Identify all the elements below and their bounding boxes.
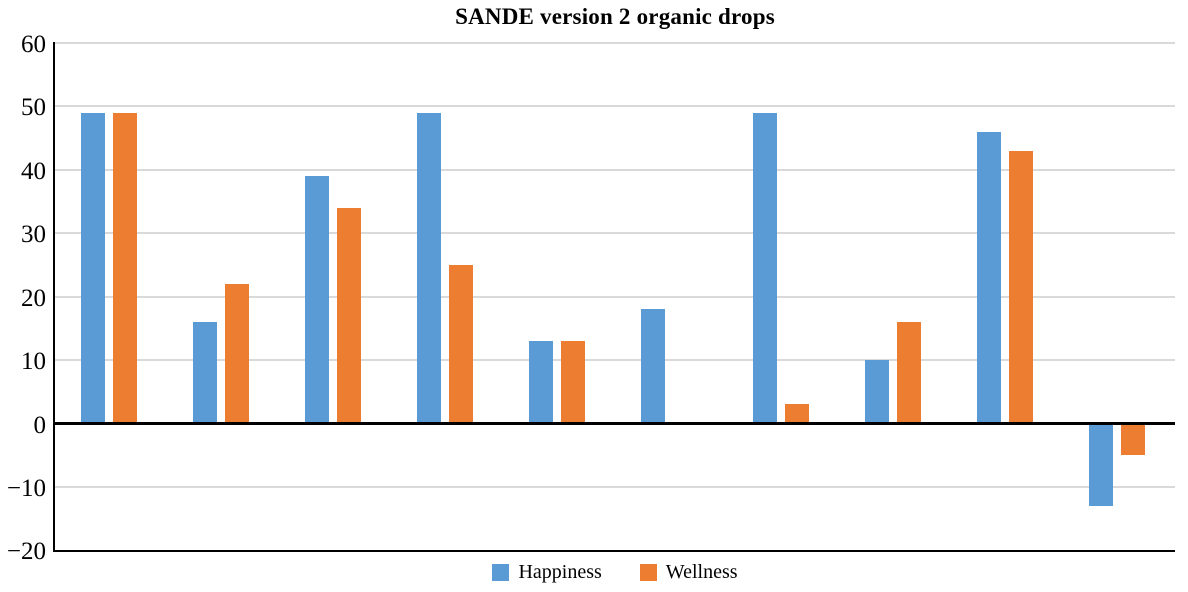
- bar-wellness-group2: [225, 283, 249, 424]
- bar-happiness-group3: [305, 176, 329, 424]
- bar-wellness-group10: [1121, 423, 1145, 456]
- bar-happiness-group2: [193, 322, 217, 424]
- bar-wellness-group1: [113, 112, 137, 424]
- bar-wellness-group7: [785, 404, 809, 424]
- y-tick-label: 30: [21, 221, 46, 249]
- bar-happiness-group5: [529, 341, 553, 424]
- legend: Happiness Wellness: [55, 561, 1175, 584]
- bar-happiness-group4: [417, 112, 441, 424]
- y-tick-label: 40: [21, 157, 46, 185]
- bar-happiness-group7: [753, 112, 777, 424]
- bar-wellness-group9: [1009, 150, 1033, 424]
- y-tick-label: 0: [33, 411, 47, 439]
- y-tick-label: 20: [21, 284, 46, 312]
- bar-happiness-group1: [81, 112, 105, 424]
- bar-wellness-group8: [897, 322, 921, 424]
- bar-happiness-group10: [1089, 423, 1113, 506]
- y-tick-label: −20: [6, 538, 46, 566]
- chart-title: SANDE version 2 organic drops: [455, 4, 775, 29]
- legend-item-wellness: Wellness: [639, 561, 738, 584]
- y-tick-label: 10: [21, 348, 46, 376]
- bar-happiness-group9: [977, 131, 1001, 424]
- gridline: [55, 41, 1175, 44]
- gridline: [55, 232, 1175, 235]
- y-axis-line: [53, 42, 55, 552]
- y-tick-label: −10: [6, 474, 46, 502]
- legend-swatch-wellness: [639, 564, 657, 581]
- gridline: [55, 105, 1175, 108]
- bar-wellness-group5: [561, 341, 585, 424]
- gridline: [55, 168, 1175, 171]
- y-tick-label: 60: [21, 30, 46, 58]
- legend-label: Happiness: [518, 561, 602, 583]
- gridline: [55, 359, 1175, 362]
- x-axis-bottom-line: [55, 549, 1175, 552]
- y-tick-label: 50: [21, 94, 46, 122]
- bar-wellness-group4: [449, 264, 473, 424]
- gridline: [55, 295, 1175, 298]
- legend-swatch-happiness: [492, 564, 510, 581]
- bar-happiness-group8: [865, 360, 889, 424]
- legend-item-happiness: Happiness: [492, 561, 602, 584]
- gridline: [55, 485, 1175, 488]
- legend-label: Wellness: [665, 561, 738, 583]
- bar-happiness-group6: [641, 309, 665, 424]
- bar-wellness-group3: [337, 207, 361, 424]
- zero-axis-line: [55, 422, 1175, 425]
